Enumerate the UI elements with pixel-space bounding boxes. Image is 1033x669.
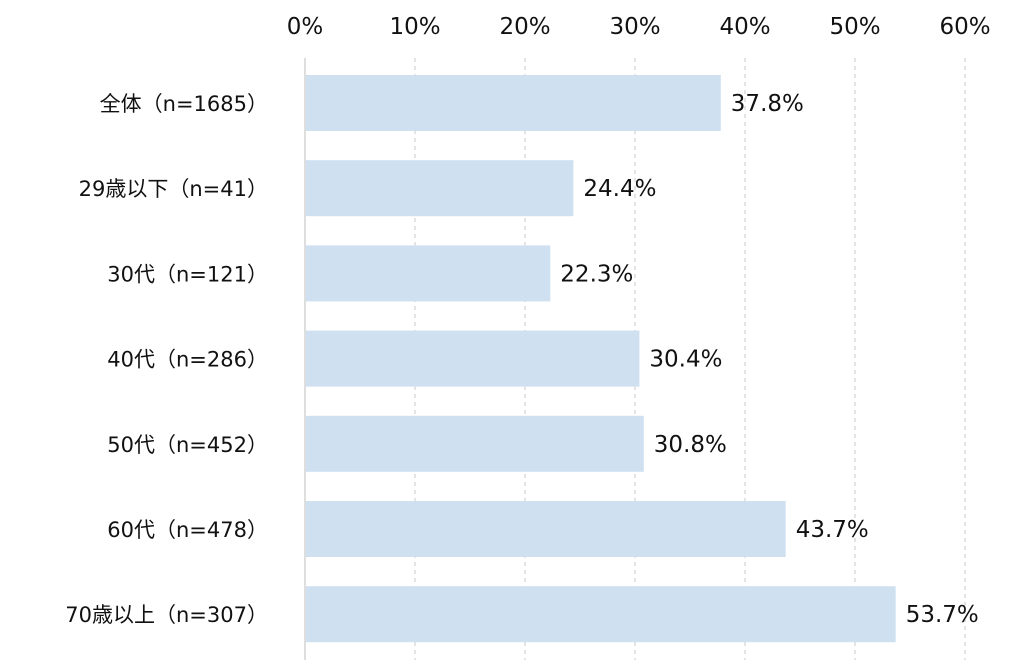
value-label: 53.7% bbox=[906, 602, 979, 628]
value-label: 37.8% bbox=[731, 91, 804, 117]
x-tick-label: 30% bbox=[609, 14, 660, 40]
category-label: 40代（n=286） bbox=[107, 348, 268, 372]
bar bbox=[306, 501, 786, 557]
bar bbox=[306, 245, 551, 302]
value-label: 43.7% bbox=[796, 517, 869, 543]
bar bbox=[306, 586, 896, 643]
category-labels: 全体（n=1685） 29歳以下（n=41） 30代（n=121） 40代（n=286… bbox=[65, 92, 268, 627]
x-tick-label: 60% bbox=[939, 14, 990, 40]
bar bbox=[306, 160, 574, 217]
bar bbox=[306, 415, 644, 472]
category-label: 70歳以上（n=307） bbox=[65, 603, 268, 627]
x-tick-labels: 0% 10% 20% 30% 40% 50% 60% bbox=[287, 14, 991, 40]
category-label: 全体（n=1685） bbox=[100, 92, 268, 116]
value-label: 30.8% bbox=[654, 432, 727, 458]
value-label: 24.4% bbox=[583, 176, 656, 202]
bar bbox=[306, 330, 640, 387]
category-label: 30代（n=121） bbox=[107, 262, 268, 286]
x-tick-label: 50% bbox=[829, 14, 880, 40]
value-label: 22.3% bbox=[560, 261, 633, 287]
category-label: 29歳以下（n=41） bbox=[79, 177, 268, 201]
bar bbox=[306, 75, 721, 131]
x-tick-label: 40% bbox=[719, 14, 770, 40]
x-tick-label: 0% bbox=[287, 14, 324, 40]
category-label: 60代（n=478） bbox=[107, 518, 268, 542]
x-tick-label: 10% bbox=[389, 14, 440, 40]
bars bbox=[306, 75, 896, 643]
x-tick-label: 20% bbox=[499, 14, 550, 40]
value-labels: 37.8% 24.4% 22.3% 30.4% 30.8% 43.7% 53.7% bbox=[560, 91, 978, 628]
value-label: 30.4% bbox=[649, 347, 722, 373]
category-label: 50代（n=452） bbox=[107, 433, 268, 457]
